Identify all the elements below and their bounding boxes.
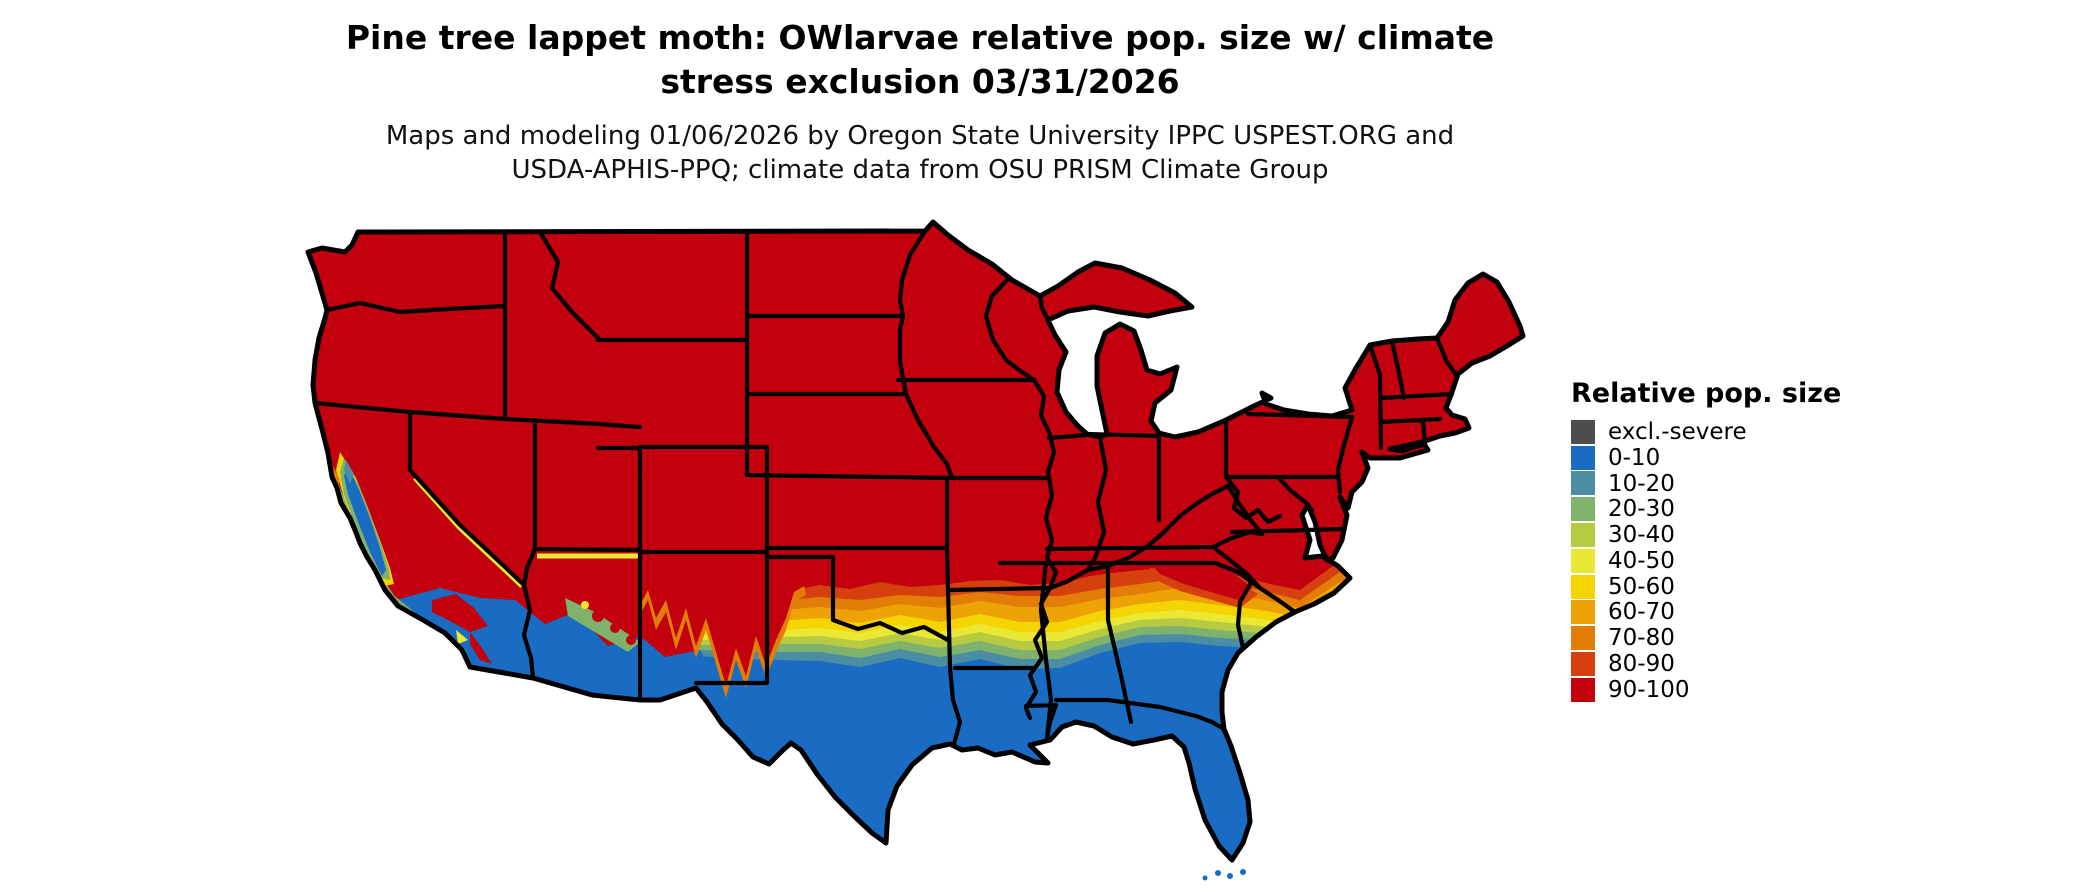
legend-label: 50-60	[1608, 573, 1675, 600]
raster-az-yellow-speck	[581, 601, 589, 609]
legend-swatch-20-30	[1571, 497, 1595, 522]
legend-label: excl.-severe	[1608, 418, 1747, 445]
raster-socal-yellow-dab	[456, 630, 468, 644]
us-outline	[305, 219, 1526, 863]
raster-az-red-speck	[610, 623, 620, 633]
legend-label: 20-30	[1608, 496, 1675, 523]
legend-swatch-excl-severe	[1571, 419, 1595, 444]
legend-item-excl-severe: excl.-severe	[1571, 419, 1891, 445]
legend-label: 90-100	[1608, 676, 1690, 703]
legend-item-90-100: 90-100	[1571, 677, 1891, 703]
florida-keys-speck	[1215, 870, 1221, 876]
raster-az-red-speck	[626, 635, 636, 645]
raster-az-green-streak	[565, 598, 640, 652]
legend-swatch-60-70	[1571, 600, 1595, 625]
legend-swatch-80-90	[1571, 652, 1595, 677]
raster-valley-blue-core	[344, 466, 386, 576]
legend-item-40-50: 40-50	[1571, 548, 1891, 574]
raster-nm-red-fingers	[640, 552, 806, 686]
florida-keys-speck	[1202, 875, 1208, 881]
title-line-2: stress exclusion 03/31/2026	[660, 61, 1180, 101]
legend-item-20-30: 20-30	[1571, 496, 1891, 522]
legend-swatch-10-20	[1571, 471, 1595, 496]
subtitle-line-2: USDA-APHIS-PPQ; climate data from OSU PR…	[511, 154, 1329, 185]
legend-item-10-20: 10-20	[1571, 471, 1891, 497]
florida-keys-speck	[1227, 873, 1233, 879]
legend-item-30-40: 30-40	[1571, 522, 1891, 548]
legend-label: 60-70	[1608, 599, 1675, 626]
legend-item-80-90: 80-90	[1571, 651, 1891, 677]
legend-label: 0-10	[1608, 444, 1661, 471]
legend-swatch-0-10	[1571, 445, 1595, 470]
page-title: Pine tree lappet moth: OWlarvae relative…	[0, 16, 1840, 103]
legend-swatch-40-50	[1571, 548, 1595, 573]
legend: Relative pop. size excl.-severe 0-10 10-…	[1571, 378, 1891, 703]
raster-az-red-speck	[592, 610, 604, 622]
legend-swatch-30-40	[1571, 523, 1595, 548]
florida-keys-speck	[1240, 869, 1246, 875]
legend-swatch-50-60	[1571, 574, 1595, 599]
legend-item-0-10: 0-10	[1571, 445, 1891, 471]
legend-item-50-60: 50-60	[1571, 574, 1891, 600]
legend-title: Relative pop. size	[1571, 378, 1842, 409]
subtitle-line-1: Maps and modeling 01/06/2026 by Oregon S…	[385, 121, 1455, 151]
legend-label: 40-50	[1608, 547, 1675, 574]
raster-socal-red-range	[432, 594, 488, 632]
legend-label: 80-90	[1608, 651, 1675, 678]
title-line-1: Pine tree lappet moth: OWlarvae relative…	[345, 18, 1495, 57]
state-borders	[312, 228, 1459, 747]
legend-item-60-70: 60-70	[1571, 599, 1891, 626]
legend-label: 70-80	[1608, 625, 1675, 652]
legend-item-70-80: 70-80	[1571, 625, 1891, 651]
legend-label: 30-40	[1608, 522, 1675, 549]
page-subtitle: Maps and modeling 01/06/2026 by Oregon S…	[0, 120, 1840, 188]
raster-socal-red-range	[470, 632, 492, 664]
raster-valley-teal-tip	[344, 460, 354, 484]
legend-swatch-70-80	[1571, 626, 1595, 651]
legend-label: 10-20	[1608, 470, 1675, 497]
raster-appalachia-red-tongue	[1150, 563, 1252, 600]
legend-swatch-90-100	[1571, 677, 1595, 702]
